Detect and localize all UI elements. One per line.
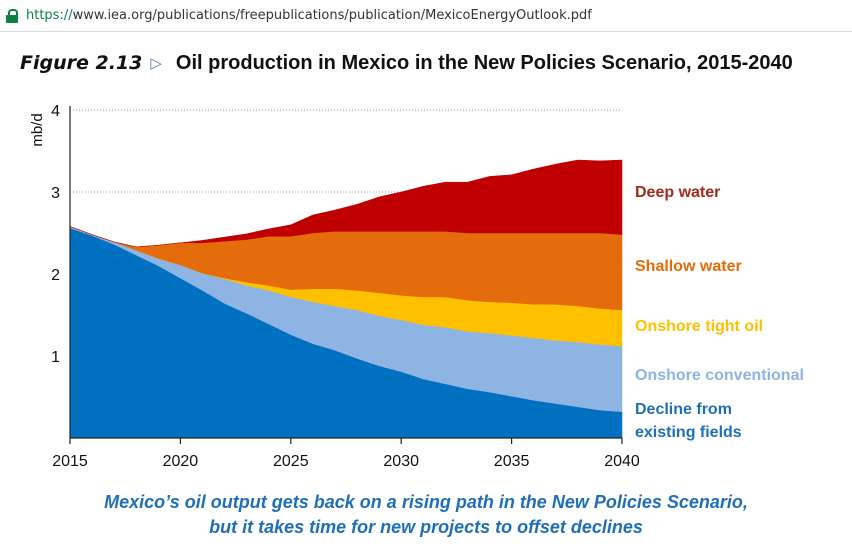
- lock-icon: [6, 8, 18, 23]
- x-tick-label-2020: 2020: [163, 453, 199, 470]
- stacked-areas: [69, 159, 623, 439]
- legend-label-existing-fields: existing fields: [635, 424, 742, 441]
- area-deep-water: [69, 159, 623, 248]
- tick-labels: 2015 2020 2025 2030 2035 2040 1 2 3 4: [51, 103, 640, 470]
- x-tick-label-2015: 2015: [52, 453, 88, 470]
- axes: [69, 106, 622, 439]
- y-tick-label-4: 4: [51, 103, 60, 120]
- y-tick-label-2: 2: [51, 267, 60, 284]
- x-tick-label-2025: 2025: [273, 453, 309, 470]
- legend-label-onshore-tight-oil: Onshore tight oil: [635, 318, 763, 335]
- figure-caption: Mexico’s oil output gets back on a risin…: [0, 490, 852, 540]
- legend-label-deep-water: Deep water: [635, 184, 720, 201]
- figure-title: Figure 2.13 ▷ Oil production in Mexico i…: [20, 50, 793, 76]
- y-tick-label-3: 3: [51, 185, 60, 202]
- url-text[interactable]: https://www.iea.org/publications/freepub…: [26, 8, 592, 23]
- y-axis-label: mb/d: [29, 113, 46, 146]
- triangle-right-icon: ▷: [150, 55, 162, 72]
- caption-line-1: Mexico’s oil output gets back on a risin…: [104, 492, 748, 512]
- x-tick-label-2040: 2040: [604, 453, 640, 470]
- caption-line-2: but it takes time for new projects to of…: [209, 517, 643, 537]
- legend-label-onshore-conventional: Onshore conventional: [635, 367, 804, 384]
- legend: Deep water Shallow water Onshore tight oil…: [635, 184, 804, 441]
- y-tick-label-1: 1: [51, 349, 60, 366]
- url-protocol: https://: [26, 8, 73, 23]
- url-path: www.iea.org/publications/freepublication…: [72, 8, 592, 23]
- legend-label-decline-from: Decline from: [635, 401, 732, 418]
- browser-address-bar[interactable]: https://www.iea.org/publications/freepub…: [0, 0, 852, 32]
- oil-production-chart: 2015 2020 2025 2030 2035 2040 1 2 3 4 Deep water S…: [29, 103, 804, 470]
- figure-label: Figure 2.13: [20, 52, 143, 74]
- x-tick-label-2035: 2035: [494, 453, 530, 470]
- legend-label-shallow-water: Shallow water: [635, 258, 742, 275]
- x-tick-label-2030: 2030: [383, 453, 419, 470]
- figure-title-text: Oil production in Mexico in the New Poli…: [175, 51, 793, 74]
